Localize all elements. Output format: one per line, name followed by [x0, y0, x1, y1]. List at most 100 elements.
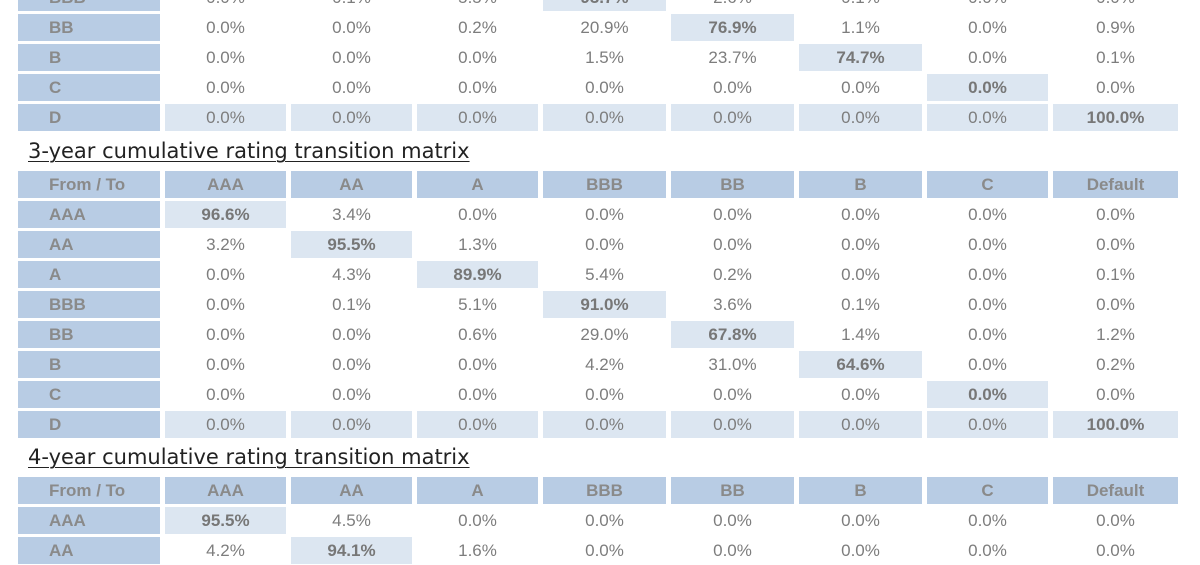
table-cell: 5.5% — [417, 0, 538, 11]
table-cell: 0.0% — [585, 541, 624, 560]
table-cell: 0.0% — [585, 205, 624, 224]
table-cell: 0.0% — [968, 235, 1007, 254]
row-label: A — [18, 261, 160, 288]
row-label: AAA — [18, 201, 160, 228]
table-cell: 0.0% — [1096, 511, 1135, 530]
table-cell: 0.0% — [841, 511, 880, 530]
table-cell: 89.9% — [417, 261, 538, 288]
table-cell: 0.0% — [713, 78, 752, 97]
table-cell: 0.0% — [458, 385, 497, 404]
table-cell: 0.0% — [968, 48, 1007, 67]
table-cell: 0.0% — [713, 205, 752, 224]
table-cell: 64.6% — [799, 351, 922, 378]
table-cell: 0.0% — [206, 265, 245, 284]
table-cell: 100.0% — [1053, 104, 1178, 131]
row-label: B — [18, 44, 160, 71]
table-cell: 4.5% — [332, 511, 371, 530]
column-header-aa: AA — [291, 171, 412, 198]
table-row: A 0.0% 4.3% 89.9% 5.4% 0.2% 0.0% 0.0% 0.1% — [0, 261, 1200, 288]
table-row: AA 3.2% 95.5% 1.3% 0.0% 0.0% 0.0% 0.0% 0.0% — [0, 231, 1200, 258]
table-cell: 0.0% — [671, 104, 794, 131]
column-header-c: C — [927, 171, 1048, 198]
row-label: C — [18, 381, 160, 408]
table-row: BBB 0.0% 0.1% 5.1% 91.0% 3.6% 0.1% 0.0% 0.0% — [0, 291, 1200, 318]
table-cell: 0.0% — [458, 205, 497, 224]
table-cell: 0.0% — [206, 18, 245, 37]
row-label: AA — [18, 537, 160, 564]
table-cell: 23.7% — [708, 48, 757, 67]
table-cell: 0.0% — [1053, 0, 1178, 11]
row-label: AA — [18, 231, 160, 258]
table-cell: 0.1% — [1096, 265, 1135, 284]
table-cell: 0.0% — [206, 78, 245, 97]
table-cell: 0.0% — [332, 355, 371, 374]
column-header-default: Default — [1053, 171, 1178, 198]
table-cell: 0.2% — [713, 265, 752, 284]
table-cell: 0.0% — [458, 511, 497, 530]
table-row: BB 0.0% 0.0% 0.6% 29.0% 67.8% 1.4% 0.0% 1.2% — [0, 321, 1200, 348]
table-cell: 0.0% — [543, 411, 666, 438]
column-header-b: B — [799, 171, 922, 198]
table-cell: 1.4% — [841, 325, 880, 344]
table-cell: 0.0% — [799, 411, 922, 438]
table-cell: 0.0% — [165, 411, 286, 438]
column-header-aa: AA — [291, 477, 412, 504]
column-header-bb: BB — [671, 171, 794, 198]
table-cell: 0.0% — [458, 48, 497, 67]
table-row: AAA 95.5% 4.5% 0.0% 0.0% 0.0% 0.0% 0.0% 0.0% — [0, 507, 1200, 534]
table-cell: 0.0% — [585, 235, 624, 254]
table2-header-row: From / To AAA AA A BBB BB B C Default — [0, 171, 1200, 198]
table-cell: 0.0% — [332, 18, 371, 37]
row-label: BBB — [18, 291, 160, 318]
row-label: D — [18, 104, 160, 131]
row-label: BB — [18, 321, 160, 348]
table-cell: 76.9% — [671, 14, 794, 41]
table-cell: 0.0% — [968, 18, 1007, 37]
table2-title: 3-year cumulative rating transition matr… — [28, 139, 470, 163]
table-cell: 0.0% — [165, 104, 286, 131]
table-row: D 0.0% 0.0% 0.0% 0.0% 0.0% 0.0% 0.0% 100.0% — [0, 104, 1200, 131]
table-cell: 0.2% — [1096, 355, 1135, 374]
table-cell: 0.0% — [206, 295, 245, 314]
table-cell: 0.0% — [585, 511, 624, 530]
table-cell: 0.2% — [458, 18, 497, 37]
table-row: C 0.0% 0.0% 0.0% 0.0% 0.0% 0.0% 0.0% 0.0% — [0, 74, 1200, 101]
table-cell: 0.0% — [841, 541, 880, 560]
table-cell: 5.1% — [458, 295, 497, 314]
table-cell: 0.1% — [841, 295, 880, 314]
table-cell: 0.0% — [799, 104, 922, 131]
table-cell: 67.8% — [671, 321, 794, 348]
column-header-c: C — [927, 477, 1048, 504]
table-cell: 0.0% — [291, 104, 412, 131]
table-cell: 0.0% — [1096, 78, 1135, 97]
table-cell: 0.0% — [968, 541, 1007, 560]
table-row: BBB 0.0% 0.1% 5.5% 93.7% 2.6% 0.1% 0.0% 0.0% — [0, 0, 1200, 11]
table3-header-row: From / To AAA AA A BBB BB B C Default — [0, 477, 1200, 504]
table-cell: 4.2% — [206, 541, 245, 560]
table-cell: 0.0% — [206, 325, 245, 344]
table-cell: 0.9% — [1096, 18, 1135, 37]
table3-title: 4-year cumulative rating transition matr… — [28, 445, 470, 469]
table-cell: 0.0% — [165, 0, 286, 11]
table-cell: 0.0% — [206, 385, 245, 404]
table-row: B 0.0% 0.0% 0.0% 4.2% 31.0% 64.6% 0.0% 0.2% — [0, 351, 1200, 378]
table-cell: 0.0% — [968, 295, 1007, 314]
table-row: AAA 96.6% 3.4% 0.0% 0.0% 0.0% 0.0% 0.0% 0.0% — [0, 201, 1200, 228]
table-cell: 74.7% — [799, 44, 922, 71]
row-label: AAA — [18, 507, 160, 534]
table-cell: 0.0% — [927, 0, 1048, 11]
table-row: BB 0.0% 0.0% 0.2% 20.9% 76.9% 1.1% 0.0% 0.9% — [0, 14, 1200, 41]
table-cell: 1.3% — [458, 235, 497, 254]
table-cell: 0.0% — [713, 511, 752, 530]
table-cell: 0.0% — [458, 355, 497, 374]
table-cell: 0.0% — [841, 78, 880, 97]
table-cell: 91.0% — [543, 291, 666, 318]
table-cell: 20.9% — [580, 18, 629, 37]
table-cell: 0.0% — [968, 325, 1007, 344]
table-cell: 0.0% — [968, 355, 1007, 374]
column-header-a: A — [417, 171, 538, 198]
table-cell: 0.0% — [1096, 205, 1135, 224]
table-row: B 0.0% 0.0% 0.0% 1.5% 23.7% 74.7% 0.0% 0.1% — [0, 44, 1200, 71]
table-cell: 29.0% — [580, 325, 629, 344]
